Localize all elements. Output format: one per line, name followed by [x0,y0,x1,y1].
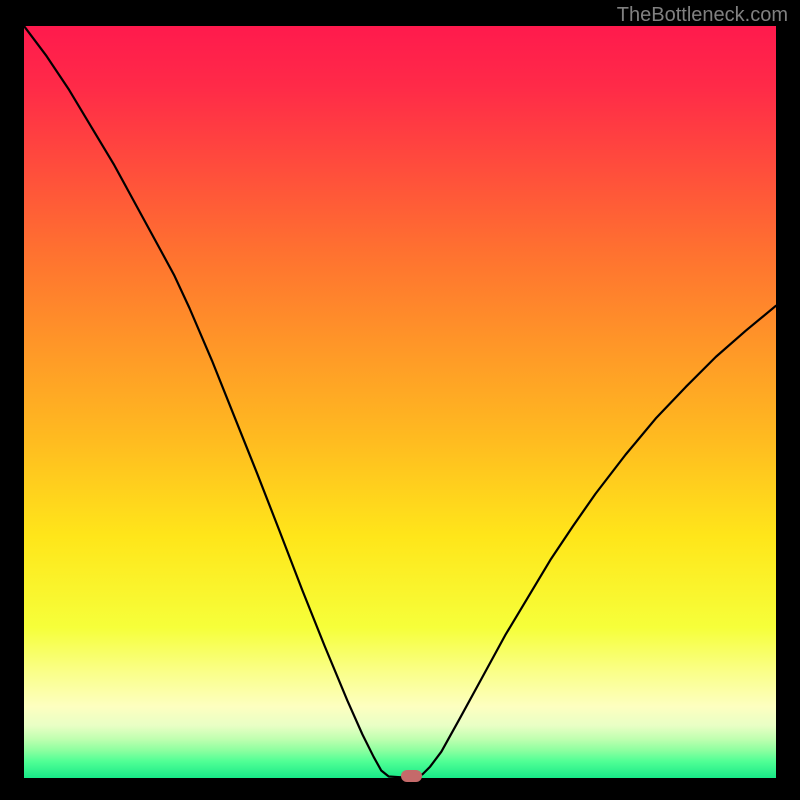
watermark-text: TheBottleneck.com [617,4,788,27]
bottleneck-marker [401,770,422,782]
chart-curve-layer [24,26,776,778]
plot-area [24,26,776,778]
bottleneck-curve [24,26,776,777]
